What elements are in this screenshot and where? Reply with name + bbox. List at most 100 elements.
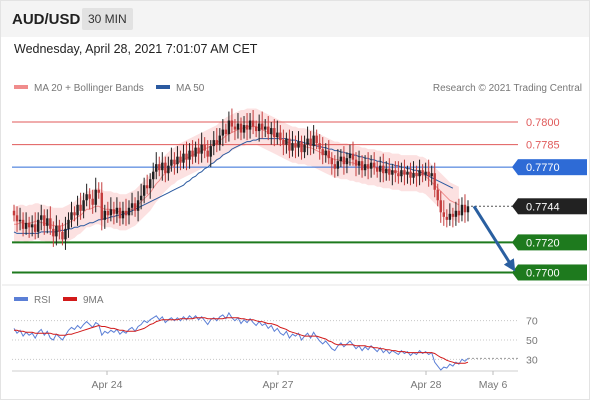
candle-body — [412, 173, 415, 178]
candle-body — [230, 120, 234, 127]
candle-body — [43, 215, 46, 226]
timeframe-badge[interactable]: 30 MIN — [82, 8, 133, 30]
candle-body — [324, 150, 327, 156]
candle-body — [336, 161, 340, 169]
candle-body — [430, 173, 433, 177]
candle-body — [379, 165, 382, 172]
candle-body — [345, 158, 349, 165]
level-tag-0.7720 — [518, 234, 587, 251]
candle-body — [388, 168, 391, 175]
ma20-line — [14, 126, 460, 227]
candle-body — [330, 158, 333, 165]
candle-body — [400, 170, 403, 177]
level-label-0.7700: 0.7700 — [526, 267, 560, 279]
candle-body — [409, 171, 412, 178]
candle-body — [254, 126, 258, 132]
candle-body — [333, 164, 337, 169]
candle-body — [294, 143, 297, 148]
candle-body — [227, 120, 231, 135]
level-tag-pointer — [512, 264, 518, 281]
candle-body — [394, 170, 397, 174]
candle-body — [382, 165, 385, 174]
candle-body — [91, 198, 94, 205]
candle-body — [318, 143, 321, 150]
candle-body — [115, 207, 119, 214]
x-tick-label: Apr 24 — [92, 379, 123, 391]
level-tag-0.7744 — [518, 198, 587, 215]
candle-body — [445, 216, 449, 220]
candle-body — [100, 192, 103, 220]
candle-body — [106, 210, 110, 216]
candle-body — [300, 141, 303, 153]
rsi-tick-70: 70 — [526, 316, 538, 328]
symbol-title: AUD/USD — [12, 11, 81, 28]
candle-body — [182, 153, 185, 163]
candle-body — [52, 228, 55, 237]
candle-body — [167, 165, 170, 174]
candle-body — [224, 129, 228, 135]
candle-body — [260, 123, 264, 130]
candle-body — [288, 138, 291, 151]
candle-body — [149, 179, 152, 189]
candle-body — [197, 147, 200, 154]
candle-body — [363, 164, 367, 171]
candle-body — [454, 210, 458, 217]
candle-body — [385, 168, 388, 174]
candle-body — [270, 128, 273, 135]
candle-body — [40, 215, 43, 220]
candle-body — [466, 206, 470, 213]
candle-body — [312, 135, 315, 147]
candle-body — [357, 161, 361, 166]
candle-body — [55, 225, 58, 237]
x-tick-label: Apr 28 — [411, 379, 442, 391]
candle-body — [354, 159, 358, 166]
candle-body — [327, 150, 330, 159]
candle-body — [264, 126, 267, 130]
candle-body — [448, 213, 452, 220]
candle-body — [142, 185, 146, 196]
x-tick-label: May 6 — [479, 379, 508, 391]
candle-body — [33, 224, 37, 232]
candle-body — [58, 225, 61, 232]
rsi-plot: 70 50 30 — [12, 311, 538, 371]
rsi-ma-legend-label: 9MA — [83, 295, 104, 306]
candle-body — [421, 170, 424, 175]
candle-body — [442, 212, 445, 217]
candle-body — [164, 162, 167, 174]
candle-body — [348, 153, 352, 159]
candle-body — [291, 143, 294, 151]
bollinger-band — [14, 108, 459, 244]
candle-body — [391, 170, 394, 175]
candle-body — [73, 212, 76, 216]
candle-body — [418, 170, 421, 177]
candle-body — [124, 210, 128, 216]
candle-body — [152, 171, 155, 180]
candle-body — [203, 144, 206, 151]
x-tick-label: Apr 27 — [263, 379, 294, 391]
candle-body — [457, 210, 461, 216]
candle-body — [133, 203, 137, 211]
x-axis: Apr 24 Apr 27 Apr 28 May 6 — [92, 371, 508, 391]
candle-body — [121, 210, 125, 219]
candle-body — [185, 153, 188, 160]
candle-body — [64, 228, 67, 240]
candle-body — [397, 173, 400, 177]
candle-body — [248, 120, 252, 130]
candle-body — [179, 156, 182, 163]
candle-body — [37, 219, 40, 232]
level-label-0.7770: 0.7770 — [526, 162, 560, 174]
candle-body — [221, 129, 225, 136]
candle-body — [282, 140, 285, 145]
candle-body — [451, 213, 455, 217]
candle-body — [212, 140, 215, 147]
candle-body — [188, 150, 191, 160]
candle-body — [306, 138, 309, 145]
rsi-line — [13, 311, 469, 371]
level-label-0.7800: 0.7800 — [526, 117, 560, 129]
ma20-swatch — [14, 85, 28, 89]
candle-body — [424, 171, 427, 175]
candle-body — [209, 146, 212, 157]
candle-body — [251, 120, 255, 127]
